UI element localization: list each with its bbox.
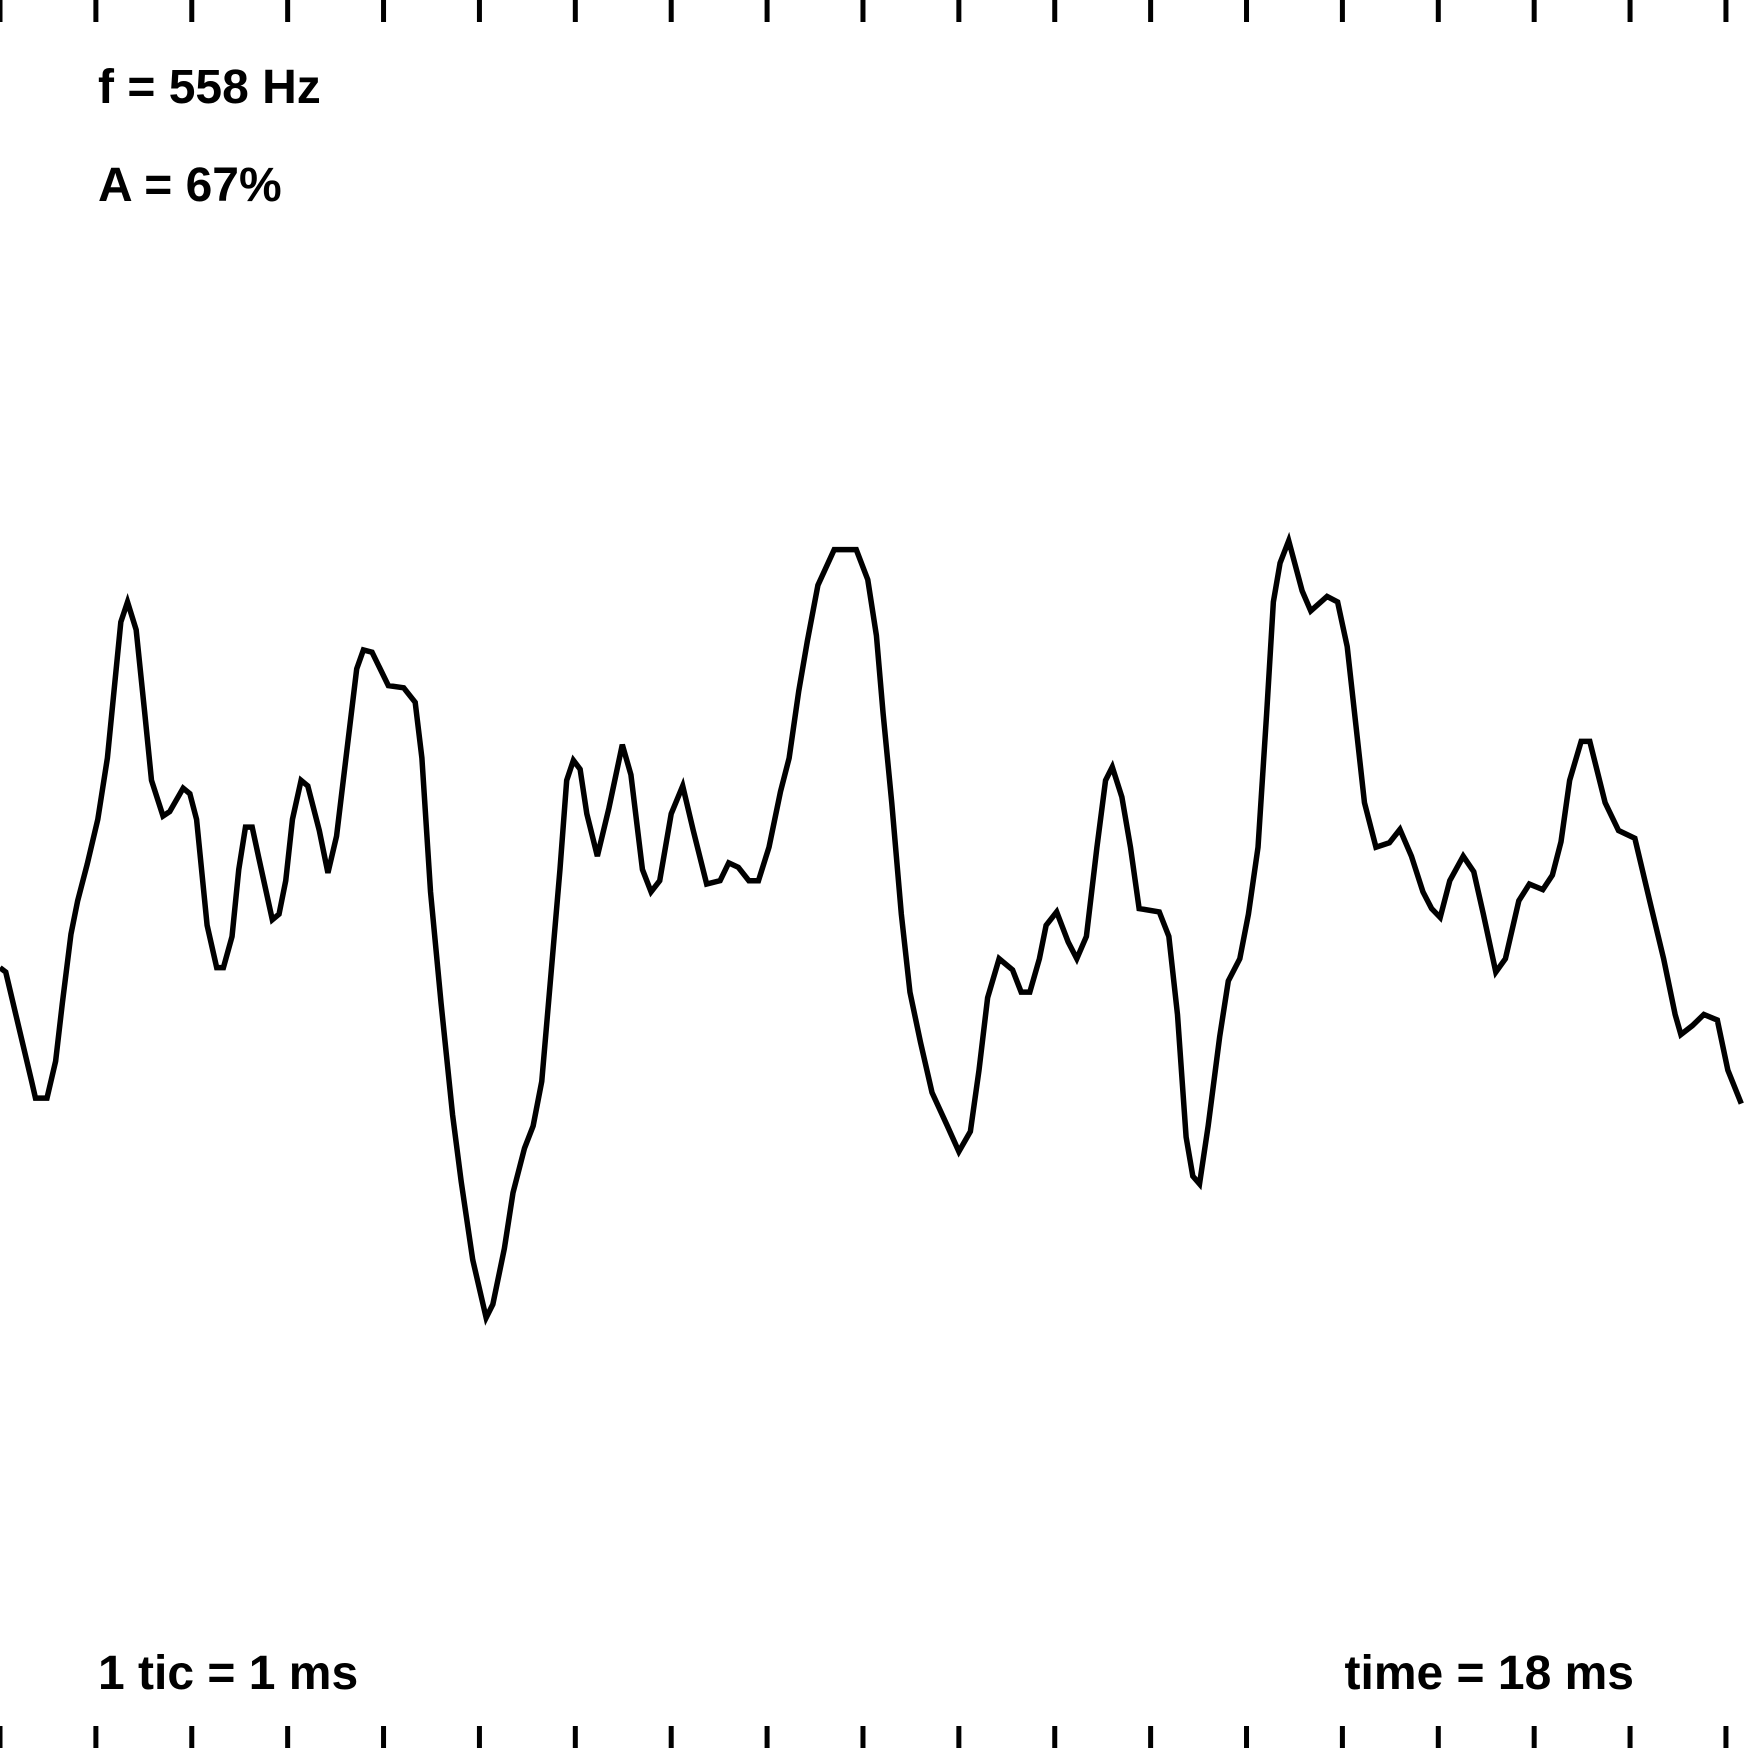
frequency-label: f = 558 Hz xyxy=(98,61,321,114)
time-label: time = 18 ms xyxy=(1345,1647,1635,1700)
amplitude-label: A = 67% xyxy=(98,159,282,212)
waveform xyxy=(0,531,1744,1326)
tic-scale-label: 1 tic = 1 ms xyxy=(98,1647,358,1700)
